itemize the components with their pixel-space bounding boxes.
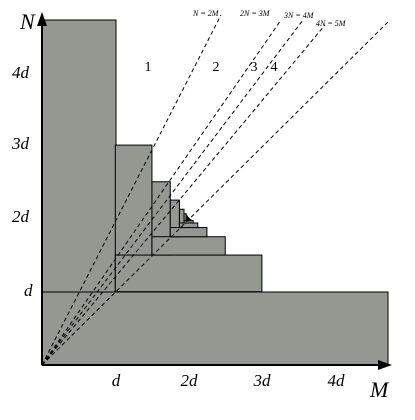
line-label: 2N = 3M [240, 9, 271, 18]
region-label: 2 [213, 60, 220, 75]
line-label: N = 2M [192, 9, 220, 18]
staircase-block [151, 236, 226, 256]
dashed-lines [41, 14, 391, 366]
y-tick-label: 3d [11, 134, 30, 153]
staircase-block [178, 222, 199, 229]
axes [37, 12, 392, 370]
y-tick-label: 2d [12, 207, 30, 226]
y-axis-label: N [19, 9, 36, 34]
staircase-block [114, 254, 263, 293]
region-label: 1 [145, 60, 152, 75]
y-tick-label: d [24, 281, 33, 300]
x-arrow [378, 360, 392, 370]
region-label: 4 [271, 60, 278, 75]
y-tick-label: 4d [12, 63, 30, 82]
staircase-block [169, 227, 208, 238]
x-tick-label: 4d [328, 371, 346, 390]
line-4n-5m [41, 24, 326, 366]
x-axis-label: M [369, 377, 390, 402]
y-arrow [37, 12, 47, 26]
line-n-2m [41, 14, 222, 366]
horizontal-strip [41, 291, 389, 366]
x-tick-label: 2d [181, 371, 199, 390]
x-tick-label: d [112, 371, 121, 390]
line-label: 4N = 5M [316, 19, 347, 28]
line-extra [41, 19, 391, 366]
line-3n-4m [41, 19, 304, 366]
region-label: 3 [251, 60, 258, 75]
line-label: 3N = 4M [283, 11, 315, 20]
x-tick-label: 3d [253, 371, 272, 390]
shaded-region [41, 19, 389, 366]
